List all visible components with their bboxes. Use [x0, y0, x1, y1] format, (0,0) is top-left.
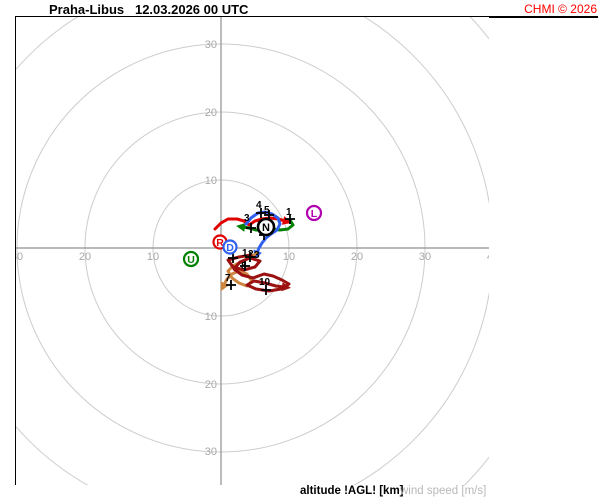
- km-label-5: 2: [248, 249, 254, 260]
- y-tick-label-4: 20: [205, 379, 217, 391]
- marker-N: [256, 217, 276, 237]
- marker-U: [182, 250, 200, 268]
- hodograph-plot: 3020101020304030201010203013451237810RDU…: [15, 17, 489, 485]
- footer-wind-speed-label: wind speed [m/s]: [400, 485, 487, 497]
- km-label-7: 7: [225, 273, 231, 284]
- trace-arrow-1: [236, 222, 246, 232]
- km-label-8: 8: [241, 261, 247, 272]
- trace-arrow-3: [220, 281, 229, 292]
- y-tick-label-5: 30: [205, 446, 217, 458]
- hodograph-canvas: 3020101020304030201010203013451237810RDU…: [16, 17, 489, 485]
- x-tick-label-4: 20: [351, 251, 363, 263]
- marker-D: [222, 239, 238, 255]
- km-label-6: 3: [254, 250, 260, 261]
- km-label-1: 3: [244, 213, 250, 224]
- km-label-4: 1: [242, 248, 248, 259]
- marker-letter-U: U: [187, 254, 195, 266]
- trace-0: [213, 216, 287, 231]
- trace-4: [226, 253, 291, 293]
- trace-arrow-2: [253, 249, 262, 260]
- trace-arrow-4: [281, 282, 291, 292]
- x-tick-label-5: 30: [419, 251, 431, 263]
- y-tick-label-0: 30: [205, 39, 217, 51]
- km-label-2: 4: [256, 200, 262, 211]
- x-tick-label-3: 10: [283, 251, 295, 263]
- y-tick-label-3: 10: [205, 311, 217, 323]
- km-label-3: 5: [264, 205, 270, 216]
- marker-letter-R: R: [216, 237, 224, 249]
- footer-altitude-label: altitude !AGL! [km]: [300, 485, 404, 497]
- marker-L: [305, 204, 323, 222]
- marker-letter-L: L: [311, 208, 318, 220]
- y-tick-label-1: 20: [205, 107, 217, 119]
- y-tick-label-2: 10: [205, 175, 217, 187]
- x-tick-label-0: 30: [16, 251, 23, 263]
- x-tick-label-1: 20: [79, 251, 91, 263]
- km-label-0: 1: [286, 207, 292, 218]
- page-title: Praha-Libus 12.03.2026 00 UTC: [49, 2, 249, 17]
- km-label-9: 10: [259, 277, 271, 288]
- legend-panel: HODOGRAPH Storm motions R - right moverL…: [490, 17, 600, 487]
- header-divider: [15, 16, 598, 18]
- copyright-text: CHMI © 2026: [524, 2, 597, 16]
- x-tick-label-6: 40: [487, 251, 489, 263]
- marker-letter-D: D: [226, 242, 234, 254]
- marker-letter-N: N: [262, 222, 270, 234]
- x-tick-label-2: 10: [147, 251, 159, 263]
